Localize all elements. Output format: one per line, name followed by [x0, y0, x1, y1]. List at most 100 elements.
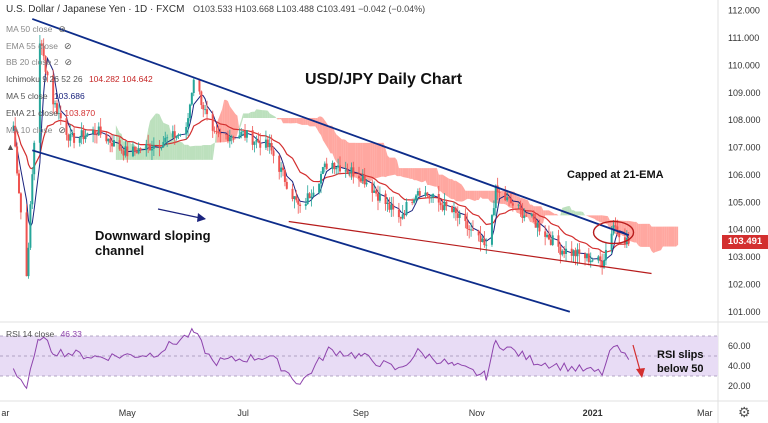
candle-body	[392, 204, 395, 210]
candle-body	[29, 204, 32, 248]
cloud-segment	[461, 184, 464, 202]
candle-body	[320, 173, 323, 184]
time-tick-label: Sep	[353, 408, 369, 418]
cloud-segment	[250, 111, 253, 118]
eye-off-icon[interactable]: ⊘	[64, 57, 72, 67]
candle-body	[19, 193, 22, 213]
cloud-segment	[402, 168, 409, 179]
candle-body	[59, 113, 62, 119]
indicator-row-ma5[interactable]: MA 5 close 103.686	[6, 91, 85, 101]
candle-body	[587, 253, 590, 263]
candle-body	[610, 233, 613, 250]
candle-body	[213, 130, 216, 132]
candle-body	[335, 167, 338, 170]
cloud-segment	[199, 145, 202, 160]
eye-off-icon[interactable]: ⊘	[58, 24, 66, 34]
candle-body	[509, 198, 512, 204]
indicator-row-ma50[interactable]: MA 50 close ⊘	[6, 24, 66, 35]
cloud-segment	[434, 168, 437, 187]
cloud-segment	[267, 110, 270, 118]
candle-body	[308, 193, 311, 199]
time-tick-label: 2021	[583, 408, 603, 418]
cloud-segment	[482, 190, 489, 199]
candle-body	[333, 162, 336, 170]
cloud-segment	[174, 139, 177, 160]
cloud-segment	[212, 142, 215, 160]
candle-body	[623, 237, 626, 244]
cloud-segment	[157, 113, 160, 160]
candle-body	[477, 230, 480, 236]
cloud-segment	[150, 113, 156, 160]
candle-body	[78, 137, 81, 143]
cloud-segment	[545, 210, 548, 216]
cloud-segment	[548, 210, 555, 216]
candle-body	[171, 131, 174, 138]
cloud-segment	[452, 179, 454, 200]
cloud-segment	[543, 210, 546, 223]
candle-body	[107, 138, 110, 142]
candle-body	[270, 142, 273, 151]
candle-body	[82, 130, 85, 140]
cloud-segment	[336, 134, 342, 168]
eye-off-icon[interactable]: ⊘	[63, 41, 72, 51]
candle-body	[428, 195, 431, 198]
candle-body	[285, 181, 288, 189]
candle-body	[318, 183, 321, 193]
time-tick-label: Nov	[469, 408, 486, 418]
candle-body	[299, 204, 302, 206]
candle-body	[122, 150, 125, 156]
candle-body	[280, 167, 283, 172]
candle-body	[536, 223, 539, 228]
eye-off-icon[interactable]: ⊘	[58, 125, 66, 135]
candle-body	[245, 130, 248, 138]
candle-body	[150, 148, 153, 151]
indicator-row-bb[interactable]: BB 20 close 2 ⊘	[6, 57, 72, 68]
cloud-segment	[569, 206, 572, 216]
cloud-segment	[216, 108, 223, 143]
candle-body	[563, 250, 566, 254]
candle-body	[508, 197, 511, 199]
indicator-label: MA 5 close	[6, 91, 48, 101]
indicator-row-ema55[interactable]: EMA 55 close ⊘	[6, 41, 72, 52]
candle-body	[405, 202, 408, 215]
indicator-row-ema21[interactable]: EMA 21 close 103.870	[6, 108, 95, 118]
price-axis: 101.000 102.000 103.000 104.000 105.000 106.0…	[717, 0, 761, 423]
candle-body	[124, 146, 127, 156]
cloud-segment	[535, 206, 542, 226]
candle-body	[175, 135, 178, 139]
rsi-legend[interactable]: RSI 14 close 46.33	[6, 329, 82, 339]
cloud-segment	[283, 117, 289, 124]
candle-body	[71, 132, 74, 134]
price-tick-label: 108.000	[728, 115, 761, 125]
candle-body	[282, 167, 285, 171]
candle-body	[544, 231, 547, 237]
rsi-arrow-head	[636, 368, 645, 378]
candle-body	[561, 250, 564, 255]
cloud-segment	[581, 211, 584, 216]
candle-body	[403, 214, 406, 216]
annotation-channel-1: Downward sloping	[95, 228, 211, 243]
cloud-segment	[556, 213, 559, 216]
cloud-segment	[368, 142, 371, 182]
cloud-segment	[129, 141, 132, 160]
candle-body	[99, 126, 102, 135]
candle-body	[253, 141, 256, 145]
indicator-row-ma10[interactable]: MA 10 close ⊘	[6, 125, 66, 136]
candle-body	[350, 167, 353, 173]
candle-body	[190, 93, 193, 105]
candle-body	[164, 137, 167, 142]
candle-body	[109, 138, 112, 143]
indicator-row-ichimoku[interactable]: Ichimoku 9 26 52 26 104.282 104.642	[6, 74, 153, 84]
candle-body	[496, 185, 499, 193]
cloud-segment	[330, 125, 333, 154]
trend-line-channel-lower	[32, 149, 571, 313]
candle-body	[211, 114, 214, 131]
candle-body	[538, 223, 541, 232]
chevron-up-icon[interactable]: ▲	[6, 142, 15, 152]
cloud-segment	[463, 187, 466, 202]
cloud-segment	[383, 142, 386, 178]
gear-icon[interactable]: ⚙	[738, 404, 751, 420]
cloud-segment	[188, 144, 190, 160]
collapse-legend-chevron[interactable]: ▲	[6, 142, 15, 152]
cloud-segment	[269, 113, 276, 118]
